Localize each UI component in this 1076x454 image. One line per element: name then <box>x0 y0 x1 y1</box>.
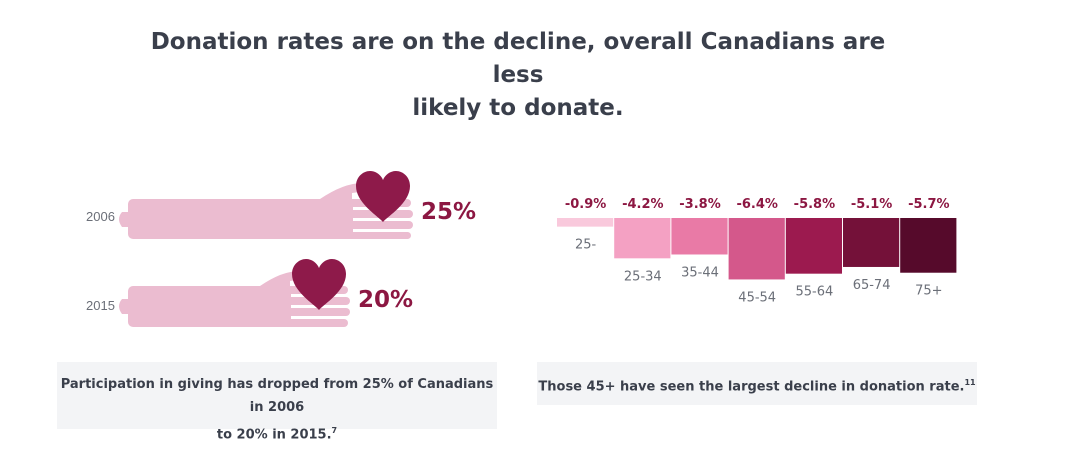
bar-35-44 <box>671 218 728 255</box>
participation-caption-line-2-text: to 20% in 2015. <box>216 427 332 443</box>
footnote-11: 11 <box>964 378 976 387</box>
value-label-2015: 20% <box>358 287 414 313</box>
value-label-2006: 25% <box>421 199 477 225</box>
page-title: Donation rates are on the decline, overa… <box>150 26 886 125</box>
participation-caption-line-2: to 20% in 2015.7 <box>57 419 497 446</box>
value-label-25-34: -4.2% <box>622 197 663 212</box>
year-label-2015: 2015 <box>86 298 115 313</box>
category-label-65-74: 65-74 <box>853 278 891 293</box>
category-label-45-54: 45-54 <box>738 290 776 305</box>
value-label-65-74: -5.1% <box>851 197 892 212</box>
bar-45-54 <box>728 218 785 280</box>
bar-25- <box>557 218 614 227</box>
category-label-25-34: 25-34 <box>624 269 662 284</box>
decline-caption-text: Those 45+ have seen the largest decline … <box>538 379 965 395</box>
heart-icon-2015 <box>292 259 346 310</box>
value-label-25-: -0.9% <box>565 197 606 212</box>
heart-icon-2006 <box>356 171 410 222</box>
decline-caption: Those 45+ have seen the largest decline … <box>537 362 977 405</box>
value-label-35-44: -3.8% <box>679 197 720 212</box>
bar-75+ <box>900 218 957 273</box>
bar-25-34 <box>614 218 671 259</box>
bar-55-64 <box>785 218 842 274</box>
title-line-2: likely to donate. <box>412 95 624 121</box>
value-label-55-64: -5.8% <box>794 197 835 212</box>
value-label-75+: -5.7% <box>908 197 949 212</box>
participation-caption-line-1: Participation in giving has dropped from… <box>60 377 494 415</box>
category-label-35-44: 35-44 <box>681 265 719 280</box>
category-label-75+: 75+ <box>915 284 942 299</box>
year-label-2006: 2006 <box>86 209 115 224</box>
value-label-45-54: -6.4% <box>736 197 777 212</box>
title-line-1: Donation rates are on the decline, overa… <box>150 29 886 88</box>
footnote-7: 7 <box>331 426 338 435</box>
category-label-55-64: 55-64 <box>796 285 834 300</box>
participation-caption: Participation in giving has dropped from… <box>57 362 497 442</box>
bar-65-74 <box>843 218 900 267</box>
category-label-25-: 25- <box>575 238 597 253</box>
